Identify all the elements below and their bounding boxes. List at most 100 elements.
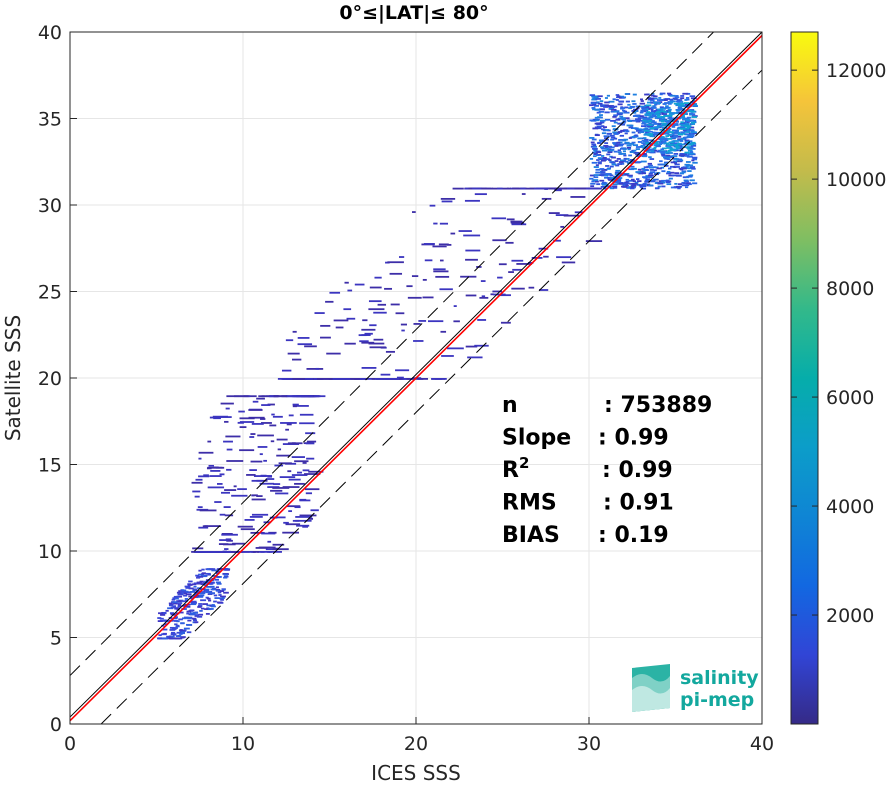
density-cell xyxy=(614,171,620,174)
density-cell xyxy=(197,606,202,608)
density-cell xyxy=(369,286,382,289)
density-cell xyxy=(616,96,620,99)
density-cell xyxy=(661,99,667,102)
colorbar-tick-label: 6000 xyxy=(826,387,874,409)
density-cell xyxy=(272,548,289,551)
density-cell xyxy=(450,232,456,235)
density-cell xyxy=(684,103,689,106)
density-cell xyxy=(624,117,630,120)
density-cell xyxy=(328,378,343,380)
density-cell xyxy=(217,568,224,571)
density-cell xyxy=(593,176,599,179)
density-cell xyxy=(682,112,688,115)
density-cell xyxy=(179,637,183,640)
density-cell xyxy=(593,149,598,152)
density-cell xyxy=(252,551,260,553)
density-cell xyxy=(413,340,424,342)
density-cell xyxy=(647,130,653,133)
density-cell xyxy=(648,164,653,167)
density-cell xyxy=(191,617,197,620)
density-cell xyxy=(613,137,618,140)
regression-line xyxy=(70,34,762,722)
density-cell xyxy=(316,378,323,380)
density-cell xyxy=(646,183,651,186)
density-cell xyxy=(615,164,620,167)
density-cell xyxy=(648,133,654,135)
density-cell xyxy=(226,460,244,462)
density-cell xyxy=(269,395,277,398)
density-cell xyxy=(605,173,612,175)
density-cell xyxy=(606,138,610,141)
density-cell xyxy=(679,168,684,171)
density-cell xyxy=(606,132,613,135)
density-cell xyxy=(465,294,477,297)
density-cell xyxy=(223,543,236,546)
density-cell xyxy=(643,119,649,122)
density-cell xyxy=(682,182,689,185)
density-cell xyxy=(590,119,597,122)
density-cell xyxy=(181,608,187,610)
density-cell xyxy=(261,475,273,477)
density-cell xyxy=(649,101,656,104)
density-cell xyxy=(225,435,241,438)
density-cell xyxy=(689,95,696,98)
density-cell xyxy=(186,623,192,626)
density-cell xyxy=(610,136,616,139)
density-cell xyxy=(223,573,229,576)
density-cell xyxy=(203,474,209,477)
density-cell xyxy=(685,127,690,130)
density-cell xyxy=(594,116,599,119)
density-cell xyxy=(287,352,300,355)
density-cell xyxy=(680,172,684,175)
logo-line1: salinity xyxy=(680,667,759,689)
density-cell xyxy=(610,119,616,122)
density-cell xyxy=(261,532,276,535)
density-cell xyxy=(593,104,599,107)
density-cell xyxy=(662,103,667,105)
density-cell xyxy=(671,155,678,157)
density-cell xyxy=(265,548,279,551)
density-cell xyxy=(653,122,658,125)
density-cell xyxy=(209,475,222,477)
stat-value: : 0.99 xyxy=(602,458,673,483)
density-cell xyxy=(600,146,605,149)
density-cell xyxy=(592,155,597,158)
density-cell xyxy=(178,618,183,621)
density-cell xyxy=(510,221,525,224)
density-cell xyxy=(664,151,669,154)
density-cell xyxy=(655,145,661,148)
density-cell xyxy=(611,179,617,182)
density-cell xyxy=(226,539,233,542)
density-cell xyxy=(189,591,196,593)
density-cell xyxy=(237,488,247,491)
density-cell xyxy=(685,120,692,122)
density-cell xyxy=(191,601,197,604)
density-cell xyxy=(196,581,203,584)
density-cell xyxy=(667,109,671,112)
density-cell xyxy=(625,100,630,103)
density-cell xyxy=(225,407,230,410)
density-cell xyxy=(688,164,694,167)
density-cell xyxy=(601,171,606,174)
density-cell xyxy=(207,573,211,576)
density-cell xyxy=(612,185,618,188)
density-cell xyxy=(595,168,601,171)
density-cell xyxy=(465,249,481,252)
density-cell xyxy=(220,402,234,405)
density-cell xyxy=(196,576,201,579)
density-cell xyxy=(673,161,678,164)
density-cell xyxy=(690,121,696,124)
density-cell xyxy=(387,261,404,264)
density-cell xyxy=(656,143,662,146)
density-cell xyxy=(594,134,600,137)
density-cell xyxy=(640,105,647,108)
density-cell xyxy=(614,160,619,162)
density-cell xyxy=(622,160,626,163)
density-cell xyxy=(589,94,596,97)
density-cell xyxy=(282,486,300,488)
density-cell xyxy=(690,97,697,100)
density-cell xyxy=(635,171,641,173)
y-axis-ticks: 0 5 10 15 20 25 30 35 40 xyxy=(38,22,77,736)
density-cell xyxy=(291,456,305,458)
density-cell xyxy=(608,179,615,181)
